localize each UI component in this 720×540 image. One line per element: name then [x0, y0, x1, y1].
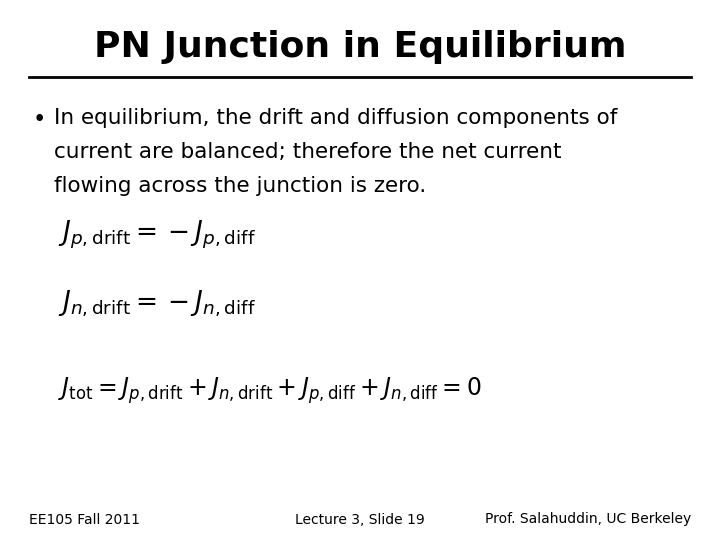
- Text: flowing across the junction is zero.: flowing across the junction is zero.: [54, 176, 426, 196]
- Text: Lecture 3, Slide 19: Lecture 3, Slide 19: [295, 512, 425, 526]
- Text: $J_{n,\mathrm{drift}} = -J_{n,\mathrm{diff}}$: $J_{n,\mathrm{drift}} = -J_{n,\mathrm{di…: [58, 289, 256, 319]
- Text: PN Junction in Equilibrium: PN Junction in Equilibrium: [94, 30, 626, 64]
- Text: •: •: [32, 108, 46, 131]
- Text: In equilibrium, the drift and diffusion components of: In equilibrium, the drift and diffusion …: [54, 108, 617, 128]
- Text: EE105 Fall 2011: EE105 Fall 2011: [29, 512, 140, 526]
- Text: $J_{p,\mathrm{drift}} = -J_{p,\mathrm{diff}}$: $J_{p,\mathrm{drift}} = -J_{p,\mathrm{di…: [58, 219, 256, 251]
- Text: current are balanced; therefore the net current: current are balanced; therefore the net …: [54, 142, 562, 162]
- Text: Prof. Salahuddin, UC Berkeley: Prof. Salahuddin, UC Berkeley: [485, 512, 691, 526]
- Text: $J_{\mathrm{tot}} = J_{p,\mathrm{drift}} + J_{n,\mathrm{drift}} + J_{p,\mathrm{d: $J_{\mathrm{tot}} = J_{p,\mathrm{drift}}…: [58, 375, 481, 406]
